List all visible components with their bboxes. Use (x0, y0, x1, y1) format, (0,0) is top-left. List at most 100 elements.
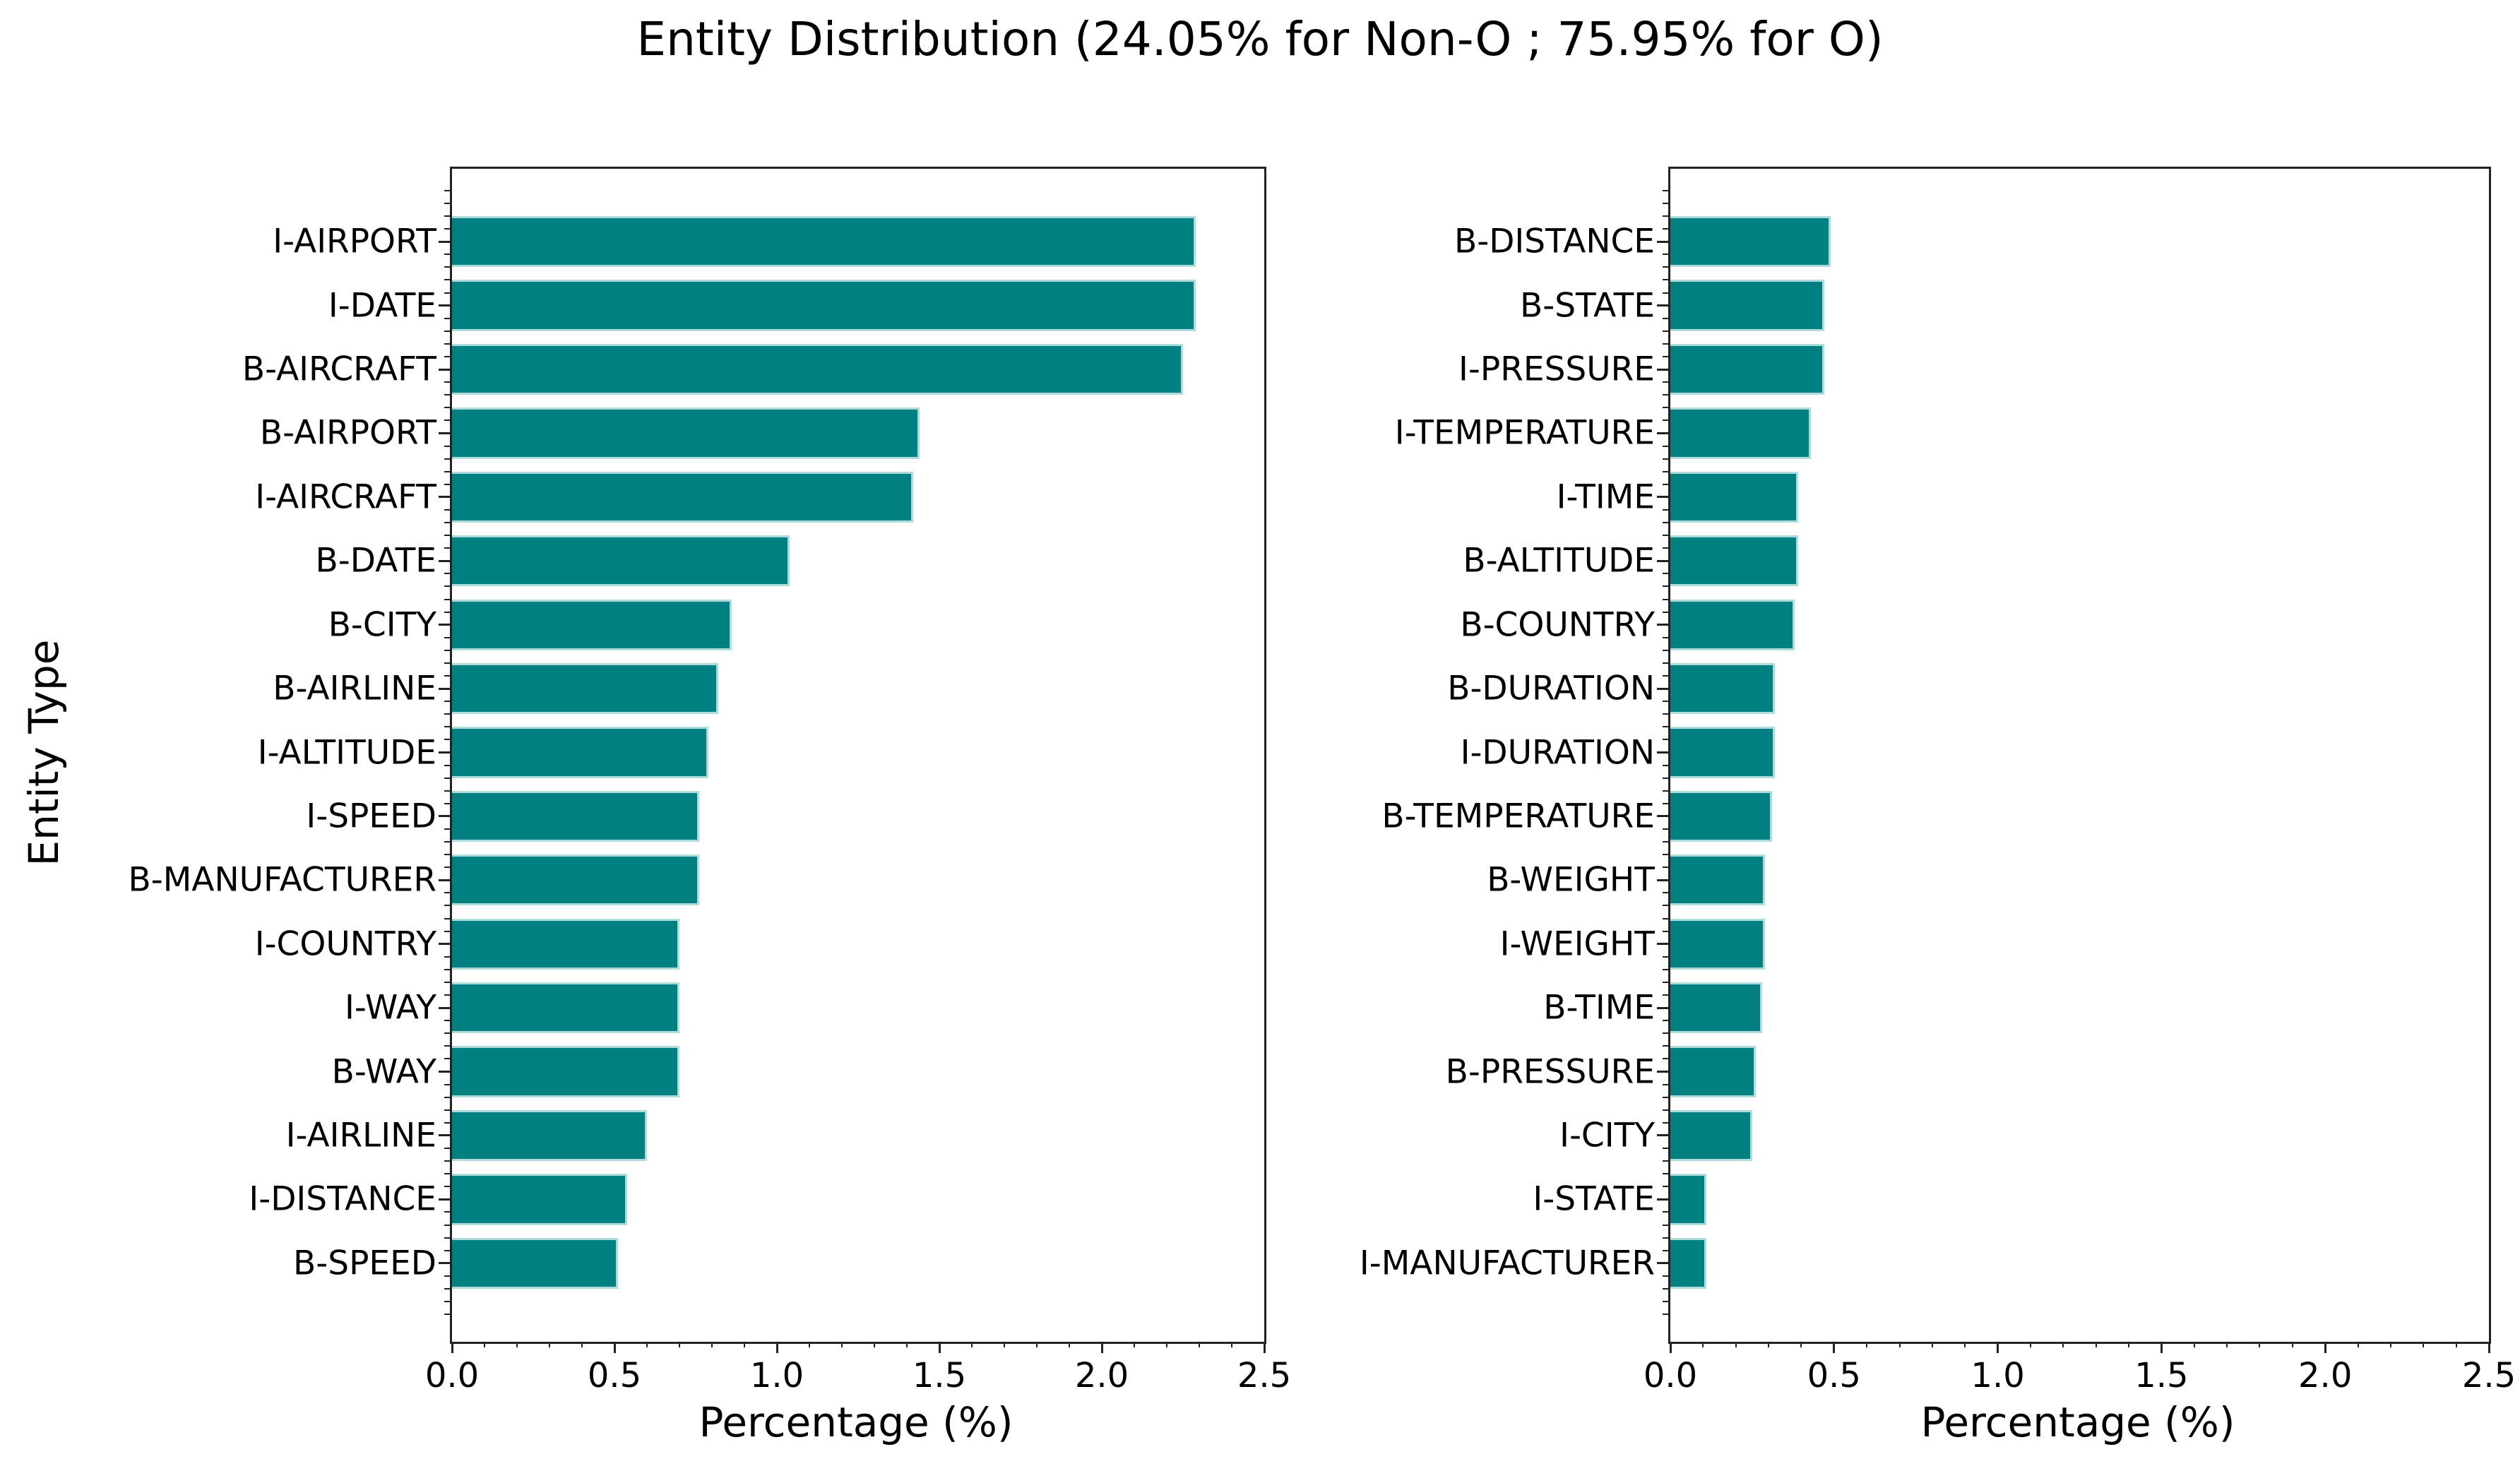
y-tick-label: B-WAY (331, 1052, 436, 1092)
x-minor-tick (1069, 1342, 1070, 1347)
y-minor-tick (1663, 1096, 1668, 1098)
y-minor-tick (1663, 1032, 1668, 1035)
y-minor-tick (1663, 343, 1668, 345)
y-minor-tick (1663, 1058, 1668, 1060)
y-minor-tick (1663, 968, 1668, 970)
y-minor-tick (1663, 407, 1668, 409)
y-minor-tick (1663, 930, 1668, 932)
x-major-tick (2160, 1342, 2163, 1353)
y-minor-tick (444, 394, 450, 396)
y-major-tick (439, 368, 450, 371)
y-tick-label: I-ALTITUDE (257, 733, 436, 772)
y-minor-tick (1663, 917, 1668, 919)
y-minor-tick (444, 777, 450, 779)
y-minor-tick (1663, 1020, 1668, 1022)
y-minor-tick (1663, 189, 1668, 191)
y-major-tick (1657, 496, 1668, 499)
y-minor-tick (1663, 508, 1668, 511)
y-major-tick (1657, 304, 1668, 307)
y-tick-label: B-MANUFACTURER (128, 860, 436, 900)
y-minor-tick (444, 573, 450, 575)
x-tick-label: 0.0 (1643, 1356, 1698, 1395)
y-major-tick (439, 751, 450, 754)
y-tick-label: I-DURATION (1460, 733, 1655, 772)
y-major-tick (439, 240, 450, 243)
bar-b-temperature (1670, 790, 1772, 842)
y-major-tick (439, 496, 450, 499)
bar-i-aircraft (452, 471, 914, 523)
y-minor-tick (444, 955, 450, 958)
y-major-tick (439, 687, 450, 690)
y-major-tick (1657, 624, 1668, 626)
y-minor-tick (444, 726, 450, 728)
y-minor-tick (1663, 1160, 1668, 1162)
y-minor-tick (1663, 355, 1668, 357)
bar-b-state (1670, 280, 1824, 331)
y-major-tick (439, 624, 450, 626)
x-minor-tick (711, 1342, 713, 1347)
y-minor-tick (1663, 777, 1668, 779)
bar-i-state (1670, 1174, 1706, 1225)
y-minor-tick (444, 228, 450, 230)
y-minor-tick (444, 662, 450, 664)
x-tick-label: 0.5 (587, 1356, 642, 1395)
y-tick-label: I-AIRLINE (285, 1116, 436, 1155)
y-minor-tick (444, 1020, 450, 1022)
bar-i-manufacturer (1670, 1237, 1706, 1289)
y-minor-tick (444, 292, 450, 294)
y-minor-tick (1663, 598, 1668, 600)
y-major-tick (439, 1198, 450, 1201)
bar-i-temperature (1670, 407, 1812, 459)
y-minor-tick (444, 1173, 450, 1175)
x-major-tick (938, 1342, 941, 1353)
x-minor-tick (809, 1342, 810, 1347)
y-minor-tick (444, 828, 450, 830)
x-minor-tick (549, 1342, 550, 1347)
bar-i-speed (452, 790, 699, 842)
y-minor-tick (1663, 1275, 1668, 1277)
y-major-tick (439, 815, 450, 818)
y-minor-tick (444, 202, 450, 204)
y-minor-tick (444, 1287, 450, 1290)
y-minor-tick (444, 355, 450, 357)
x-major-tick (2324, 1342, 2326, 1353)
y-major-tick (439, 1262, 450, 1265)
y-minor-tick (444, 917, 450, 919)
y-minor-tick (1663, 1237, 1668, 1239)
bar-i-way (452, 982, 679, 1034)
x-minor-tick (1166, 1342, 1167, 1347)
y-minor-tick (1663, 330, 1668, 332)
y-minor-tick (1663, 394, 1668, 396)
x-minor-tick (1134, 1342, 1135, 1347)
y-major-tick (1657, 1071, 1668, 1073)
y-major-tick (1657, 687, 1668, 690)
y-minor-tick (1663, 1249, 1668, 1251)
bar-b-duration (1670, 662, 1776, 715)
y-minor-tick (444, 189, 450, 191)
y-minor-tick (1663, 854, 1668, 856)
bar-i-weight (1670, 918, 1766, 970)
y-minor-tick (1663, 228, 1668, 230)
y-minor-tick (444, 1121, 450, 1124)
x-tick-label: 1.5 (2134, 1356, 2189, 1395)
x-minor-tick (874, 1342, 875, 1347)
y-minor-tick (1663, 828, 1668, 830)
bar-b-aircraft (452, 343, 1183, 395)
y-minor-tick (1663, 292, 1668, 294)
x-tick-label: 1.5 (912, 1356, 967, 1395)
y-minor-tick (1663, 470, 1668, 472)
y-minor-tick (1663, 636, 1668, 638)
bar-i-time (1670, 471, 1798, 523)
y-minor-tick (444, 1032, 450, 1035)
y-major-tick (1657, 943, 1668, 946)
y-minor-tick (1663, 254, 1668, 256)
y-major-tick (439, 1134, 450, 1137)
bar-b-weight (1670, 854, 1766, 906)
y-tick-label: I-CITY (1559, 1116, 1655, 1155)
y-tick-label: B-AIRLINE (273, 669, 436, 708)
y-minor-tick (1663, 905, 1668, 907)
y-minor-tick (444, 535, 450, 537)
x-major-tick (1100, 1342, 1103, 1353)
x-axis-label-right: Percentage (%) (1920, 1398, 2235, 1446)
y-tick-label: B-COUNTRY (1460, 605, 1655, 645)
